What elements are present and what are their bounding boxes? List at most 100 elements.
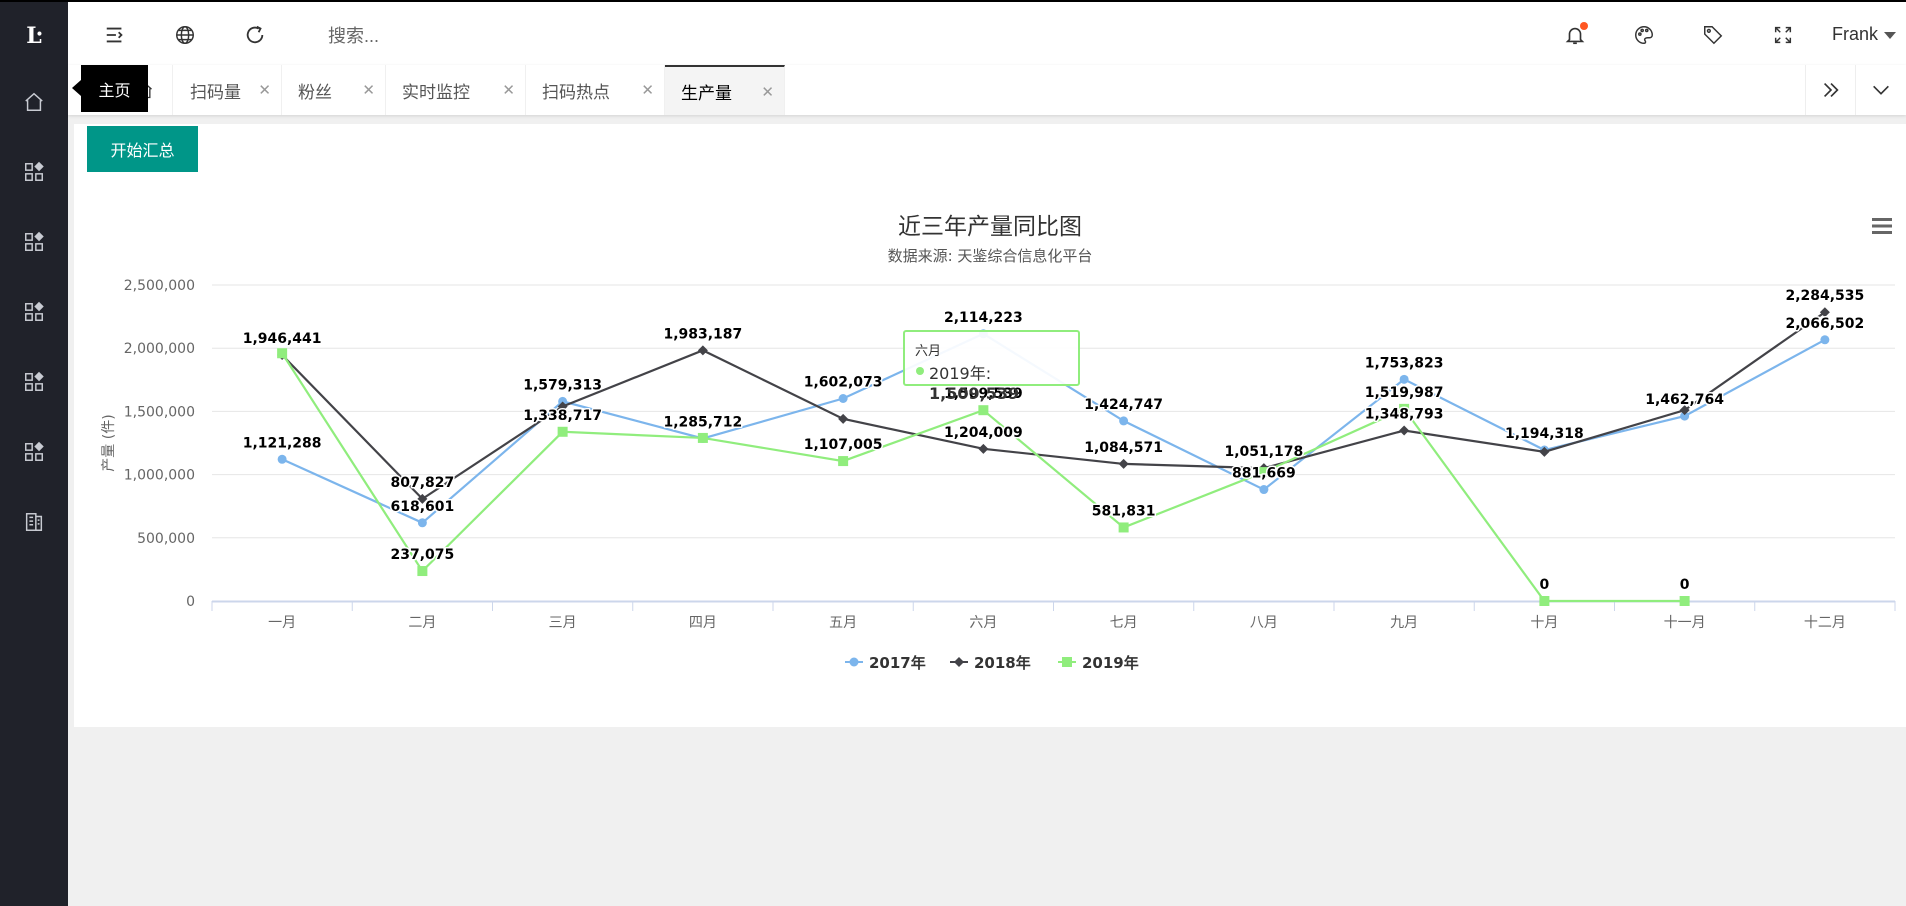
data-label-halo: 1,983,187 bbox=[663, 326, 742, 342]
app-logo[interactable]: Ŀ bbox=[26, 23, 42, 49]
data-label-halo: 2,284,535 bbox=[1785, 288, 1864, 304]
tab-label: 扫码热点 bbox=[542, 82, 610, 103]
notifications-button[interactable] bbox=[1562, 22, 1588, 48]
home-tooltip: 主页 bbox=[72, 65, 148, 112]
data-label: 237,075 bbox=[390, 547, 454, 563]
top-header: Frank bbox=[68, 0, 1906, 67]
data-point bbox=[417, 493, 428, 504]
x-tick-label: 九月 bbox=[1390, 615, 1418, 631]
globe-icon bbox=[176, 26, 194, 44]
tooltip-value: 2019年: 1,509,539 bbox=[929, 364, 1020, 403]
grid-icon bbox=[25, 161, 44, 181]
sidebar-item-5[interactable] bbox=[0, 432, 68, 472]
sidebar: Ŀ bbox=[0, 0, 68, 906]
tabs-bar: 扫码量 ✕ 粉丝 ✕ 实时监控 ✕ 扫码热点 ✕ 生产量 ✕ bbox=[68, 65, 1906, 115]
data-label-halo: 237,075 bbox=[390, 547, 454, 563]
data-label: 881,669 bbox=[1232, 466, 1296, 482]
data-label: 1,338,717 bbox=[523, 408, 602, 424]
tab-scan-hotspot[interactable]: 扫码热点 ✕ bbox=[526, 65, 665, 115]
y-tick-label: 2,000,000 bbox=[124, 341, 195, 357]
close-icon[interactable]: ✕ bbox=[362, 81, 375, 99]
data-label: 1,084,571 bbox=[1084, 440, 1163, 456]
data-label-halo: 2,066,502 bbox=[1785, 316, 1864, 332]
theme-button[interactable] bbox=[1631, 22, 1657, 48]
x-tick-label: 六月 bbox=[969, 615, 997, 631]
close-icon[interactable]: ✕ bbox=[502, 81, 515, 99]
start-summary-button[interactable]: 开始汇总 bbox=[87, 126, 198, 172]
data-point bbox=[1399, 425, 1410, 436]
data-label: 1,753,823 bbox=[1365, 355, 1444, 371]
data-point bbox=[1539, 446, 1550, 457]
chart-tooltip: 六月 2019年: 1,509,539 bbox=[903, 330, 1080, 403]
tab-fans[interactable]: 粉丝 ✕ bbox=[282, 65, 386, 115]
data-label: 1,579,313 bbox=[523, 377, 602, 393]
sidebar-item-home[interactable] bbox=[0, 82, 68, 122]
sidebar-item-report[interactable] bbox=[0, 502, 68, 542]
x-tick-label: 八月 bbox=[1250, 615, 1278, 631]
close-icon[interactable]: ✕ bbox=[258, 81, 271, 99]
tab-label: 粉丝 bbox=[298, 82, 332, 103]
data-point bbox=[277, 454, 287, 464]
chevron-down-icon bbox=[1873, 85, 1889, 95]
user-name: Frank bbox=[1831, 24, 1878, 44]
tab-production[interactable]: 生产量 ✕ bbox=[665, 65, 785, 115]
data-point bbox=[1399, 403, 1410, 414]
data-label: 1,194,318 bbox=[1505, 426, 1584, 442]
x-tick-label: 五月 bbox=[829, 615, 857, 631]
data-label: 618,601 bbox=[390, 499, 454, 515]
tab-scan-count[interactable]: 扫码量 ✕ bbox=[174, 65, 282, 115]
sidebar-item-1[interactable] bbox=[0, 152, 68, 192]
data-point bbox=[1259, 485, 1269, 495]
search-input[interactable] bbox=[326, 20, 630, 52]
refresh-icon bbox=[246, 25, 264, 44]
legend-marker bbox=[1062, 657, 1072, 667]
palette-icon bbox=[1635, 26, 1653, 44]
tags-button[interactable] bbox=[1700, 22, 1726, 48]
close-icon[interactable]: ✕ bbox=[761, 83, 774, 101]
data-point bbox=[838, 413, 849, 424]
data-label-halo: 2,114,223 bbox=[944, 310, 1023, 326]
legend-label: 2018年 bbox=[974, 654, 1031, 672]
tab-label: 生产量 bbox=[681, 83, 732, 104]
data-label: 1,204,009 bbox=[944, 425, 1023, 441]
data-label-halo: 1,424,747 bbox=[1084, 397, 1163, 413]
data-label-halo: 1,285,712 bbox=[663, 414, 742, 430]
grid-icon bbox=[25, 231, 44, 251]
data-label-halo: 1,579,313 bbox=[523, 377, 602, 393]
data-point bbox=[1399, 374, 1409, 384]
data-label: 1,285,712 bbox=[663, 414, 742, 430]
data-label-halo: 1,462,764 bbox=[1645, 392, 1724, 408]
y-axis-title: 产量 (件) bbox=[101, 414, 117, 471]
bell-icon bbox=[1565, 27, 1585, 45]
data-label: 581,831 bbox=[1092, 503, 1156, 519]
legend-marker bbox=[954, 657, 964, 667]
sidebar-item-2[interactable] bbox=[0, 222, 68, 262]
caret-down-icon bbox=[1884, 31, 1896, 39]
x-tick-label: 四月 bbox=[689, 615, 717, 631]
data-label: 0 bbox=[1680, 577, 1690, 593]
tabs-menu-button[interactable] bbox=[1855, 65, 1906, 115]
tab-realtime-monitor[interactable]: 实时监控 ✕ bbox=[386, 65, 526, 115]
data-label-halo: 1,946,441 bbox=[243, 331, 322, 347]
chart-menu-icon[interactable] bbox=[1870, 214, 1894, 238]
close-icon[interactable]: ✕ bbox=[641, 81, 654, 99]
tabs-scroll-right-button[interactable] bbox=[1805, 65, 1856, 115]
x-tick-label: 十月 bbox=[1530, 615, 1558, 631]
data-label-halo: 0 bbox=[1680, 577, 1690, 593]
data-point bbox=[978, 443, 989, 454]
data-label: 1,107,005 bbox=[804, 437, 883, 453]
menu-toggle-button[interactable] bbox=[102, 22, 128, 48]
data-label: 2,114,223 bbox=[944, 310, 1023, 326]
sidebar-item-4[interactable] bbox=[0, 362, 68, 402]
refresh-button[interactable] bbox=[242, 22, 268, 48]
home-icon bbox=[25, 92, 43, 111]
y-tick-label: 1,500,000 bbox=[124, 404, 195, 420]
data-label-halo: 807,827 bbox=[390, 475, 454, 491]
language-button[interactable] bbox=[172, 22, 198, 48]
sidebar-item-3[interactable] bbox=[0, 292, 68, 332]
fullscreen-button[interactable] bbox=[1770, 22, 1796, 48]
data-label: 1,946,441 bbox=[243, 331, 322, 347]
user-menu[interactable]: Frank bbox=[1832, 24, 1896, 45]
data-label-halo: 1,509,539 bbox=[944, 386, 1023, 402]
data-point bbox=[417, 566, 428, 577]
